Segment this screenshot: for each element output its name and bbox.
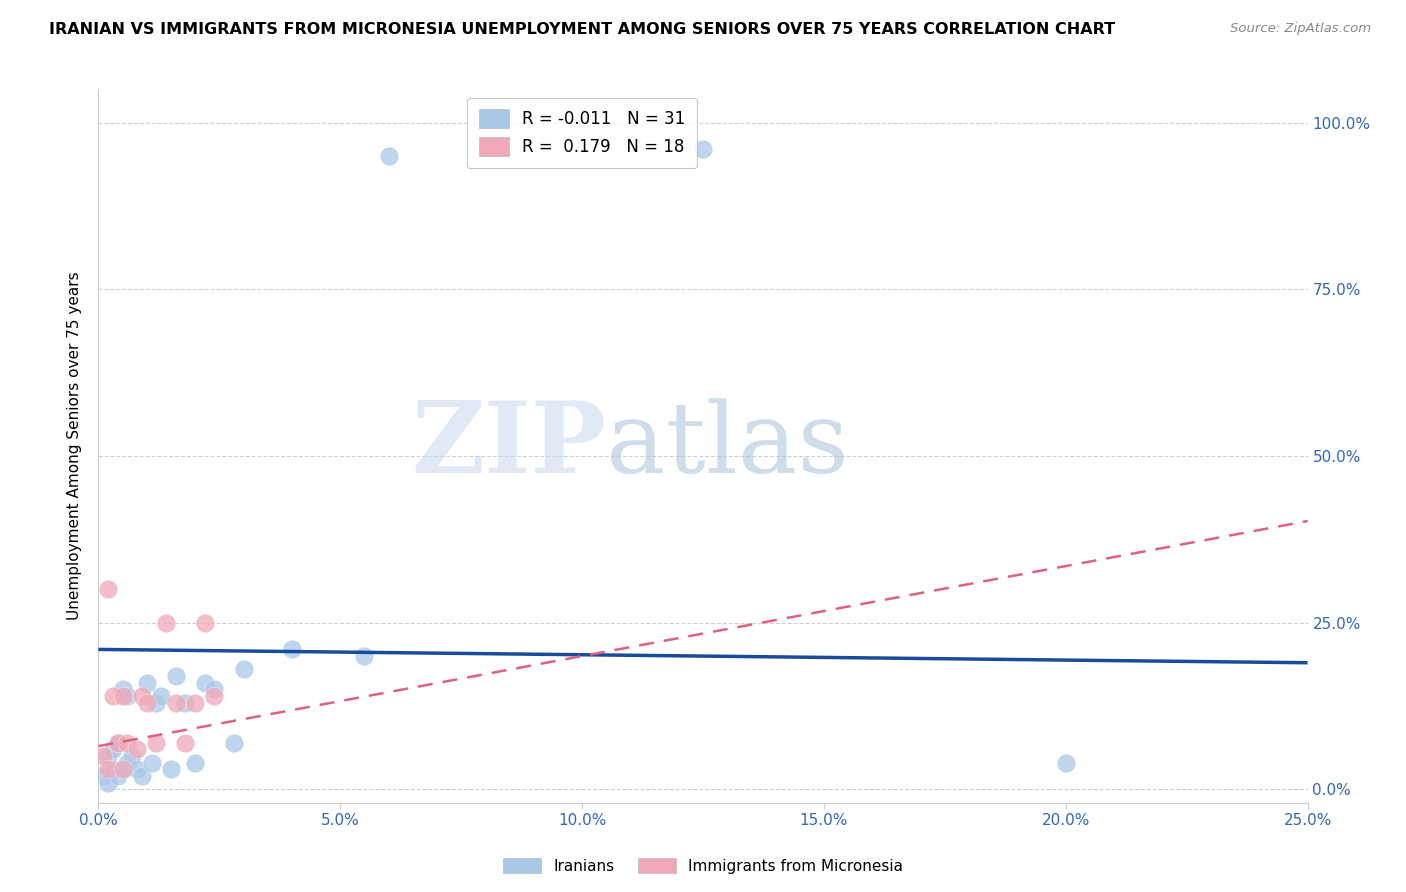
Point [184, 756, 207, 770]
Point [117, 689, 139, 703]
Point [204, 682, 226, 697]
Point [160, 763, 183, 777]
Point [121, 749, 143, 764]
Point [155, 615, 177, 630]
Point [222, 736, 245, 750]
Point [194, 675, 217, 690]
Point [204, 689, 226, 703]
Point [97, 749, 120, 764]
Point [91, 769, 114, 783]
Point [135, 696, 157, 710]
Y-axis label: Unemployment Among Seniors over 75 years: Unemployment Among Seniors over 75 years [67, 272, 83, 620]
Point [174, 696, 197, 710]
Point [377, 149, 399, 163]
Point [194, 615, 217, 630]
Point [131, 689, 153, 703]
Point [135, 675, 157, 690]
Point [107, 769, 129, 783]
Point [111, 682, 134, 697]
Point [145, 736, 167, 750]
Point [174, 736, 197, 750]
Point [117, 736, 139, 750]
Point [145, 696, 167, 710]
Point [117, 756, 139, 770]
Point [281, 642, 304, 657]
Point [131, 769, 153, 783]
Text: IRANIAN VS IMMIGRANTS FROM MICRONESIA UNEMPLOYMENT AMONG SENIORS OVER 75 YEARS C: IRANIAN VS IMMIGRANTS FROM MICRONESIA UN… [49, 22, 1115, 37]
Point [97, 582, 120, 597]
Legend: Iranians, Immigrants from Micronesia: Iranians, Immigrants from Micronesia [496, 852, 910, 880]
Point [101, 763, 124, 777]
Point [91, 749, 114, 764]
Point [127, 742, 149, 756]
Text: Source: ZipAtlas.com: Source: ZipAtlas.com [1230, 22, 1371, 36]
Point [111, 689, 134, 703]
Point [97, 776, 120, 790]
Text: ZIP: ZIP [412, 398, 606, 494]
Point [232, 662, 254, 676]
Point [97, 763, 120, 777]
Point [111, 763, 134, 777]
Point [101, 742, 124, 756]
Point [127, 763, 149, 777]
Point [692, 142, 714, 156]
Point [165, 669, 187, 683]
Text: atlas: atlas [606, 398, 849, 494]
Point [184, 696, 207, 710]
Point [111, 763, 134, 777]
Point [165, 696, 187, 710]
Point [353, 649, 375, 664]
Point [141, 756, 163, 770]
Point [101, 689, 124, 703]
Legend: R = -0.011   N = 31, R =  0.179   N = 18: R = -0.011 N = 31, R = 0.179 N = 18 [467, 97, 697, 168]
Point [107, 736, 129, 750]
Point [1054, 756, 1077, 770]
Point [150, 689, 173, 703]
Point [107, 736, 129, 750]
